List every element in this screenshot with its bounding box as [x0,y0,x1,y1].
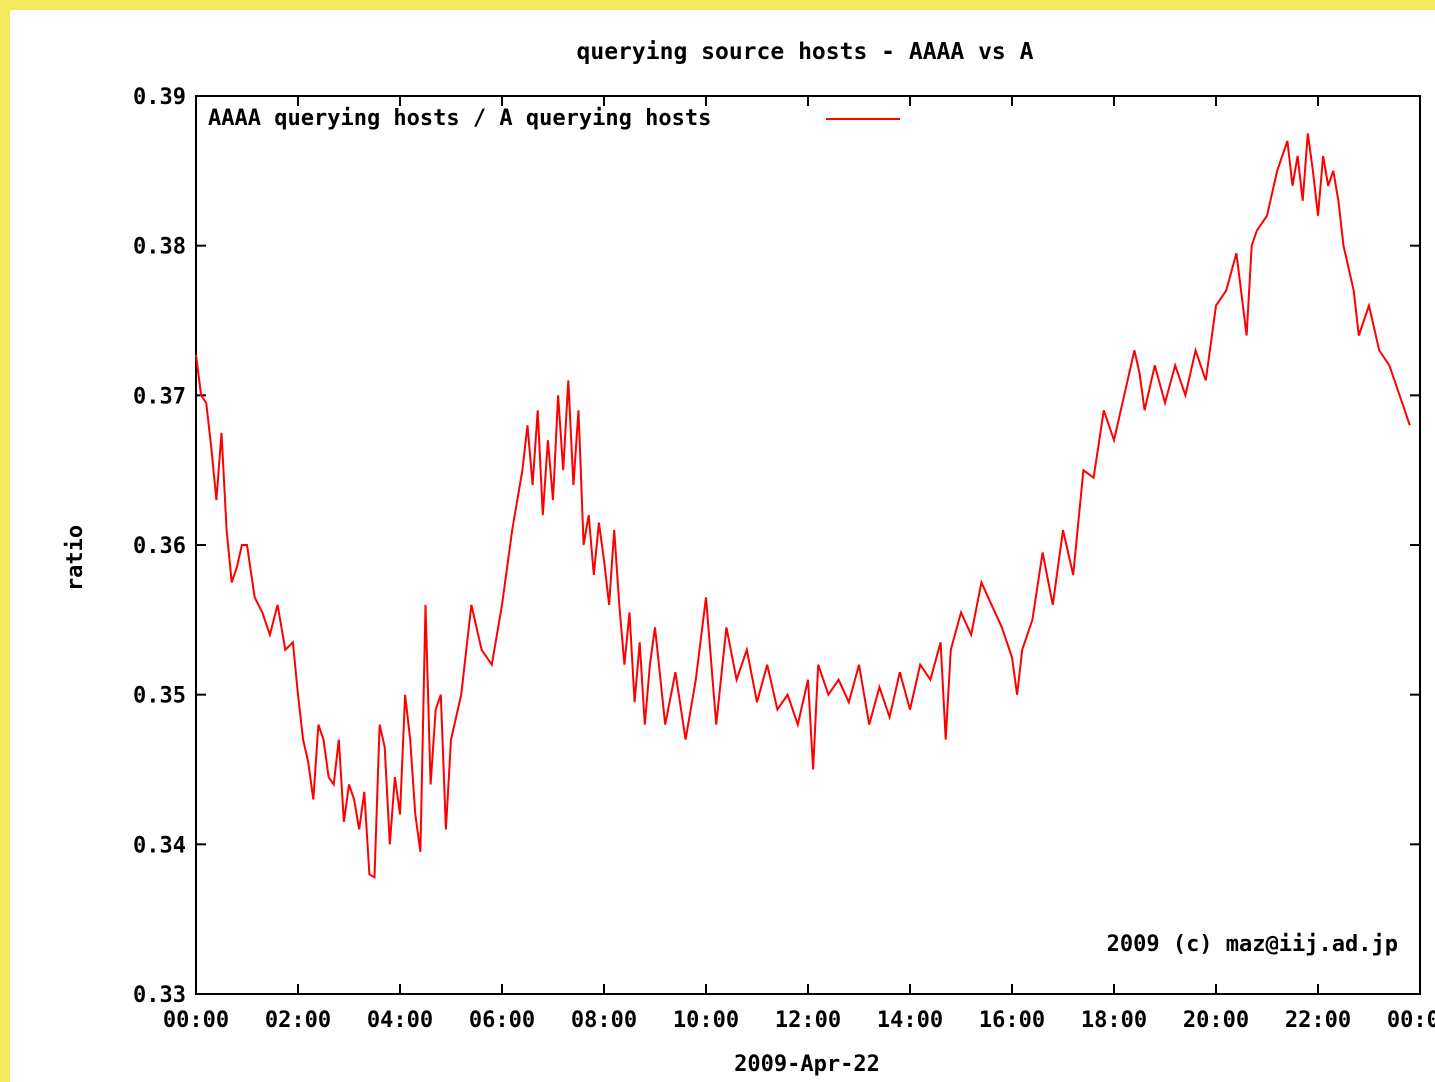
x-ticks: 00:00 02:00 04:00 06:00 08:00 10:00 12:00 14:00… [163,96,1435,1033]
legend: AAAA querying hosts / A querying hosts [208,106,900,131]
x-tick-label: 14:00 [877,1008,943,1033]
x-tick-label: 04:00 [367,1008,433,1033]
chart-title: querying source hosts - AAAA vs A [577,39,1034,65]
y-tick-label: 0.33 [133,983,186,1008]
x-tick-label: 00:00 [163,1008,229,1033]
copyright-annotation: 2009 (c) maz@iij.ad.jp [1107,932,1398,957]
x-axis-label: 2009-Apr-22 [734,1052,880,1077]
legend-label: AAAA querying hosts / A querying hosts [208,106,711,131]
y-tick-label: 0.38 [133,235,186,260]
x-tick-label: 16:00 [979,1008,1045,1033]
chart-frame: querying source hosts - AAAA vs A ratio … [10,10,1435,1082]
plot-border [195,95,1421,995]
series-line-aaaa-over-a [195,133,1411,880]
x-tick-label: 08:00 [571,1008,637,1033]
y-axis-label: ratio [63,525,88,591]
x-tick-label: 18:00 [1081,1008,1147,1033]
y-tick-label: 0.37 [133,384,186,409]
y-tick-label: 0.34 [133,833,186,858]
y-tick-label: 0.39 [133,85,186,110]
y-tick-label: 0.35 [133,684,186,709]
line-chart: querying source hosts - AAAA vs A ratio … [63,39,1435,1077]
y-tick-label: 0.36 [133,534,186,559]
x-tick-label: 02:00 [265,1008,331,1033]
x-tick-label: 06:00 [469,1008,535,1033]
x-tick-label: 12:00 [775,1008,841,1033]
y-ticks: 0.33 0.34 0.35 0.36 0.37 0.38 0.39 [133,85,1420,1008]
x-tick-label: 22:00 [1285,1008,1351,1033]
x-tick-label: 10:00 [673,1008,739,1033]
x-tick-label: 20:00 [1183,1008,1249,1033]
x-tick-label: 00:00 [1387,1008,1435,1033]
